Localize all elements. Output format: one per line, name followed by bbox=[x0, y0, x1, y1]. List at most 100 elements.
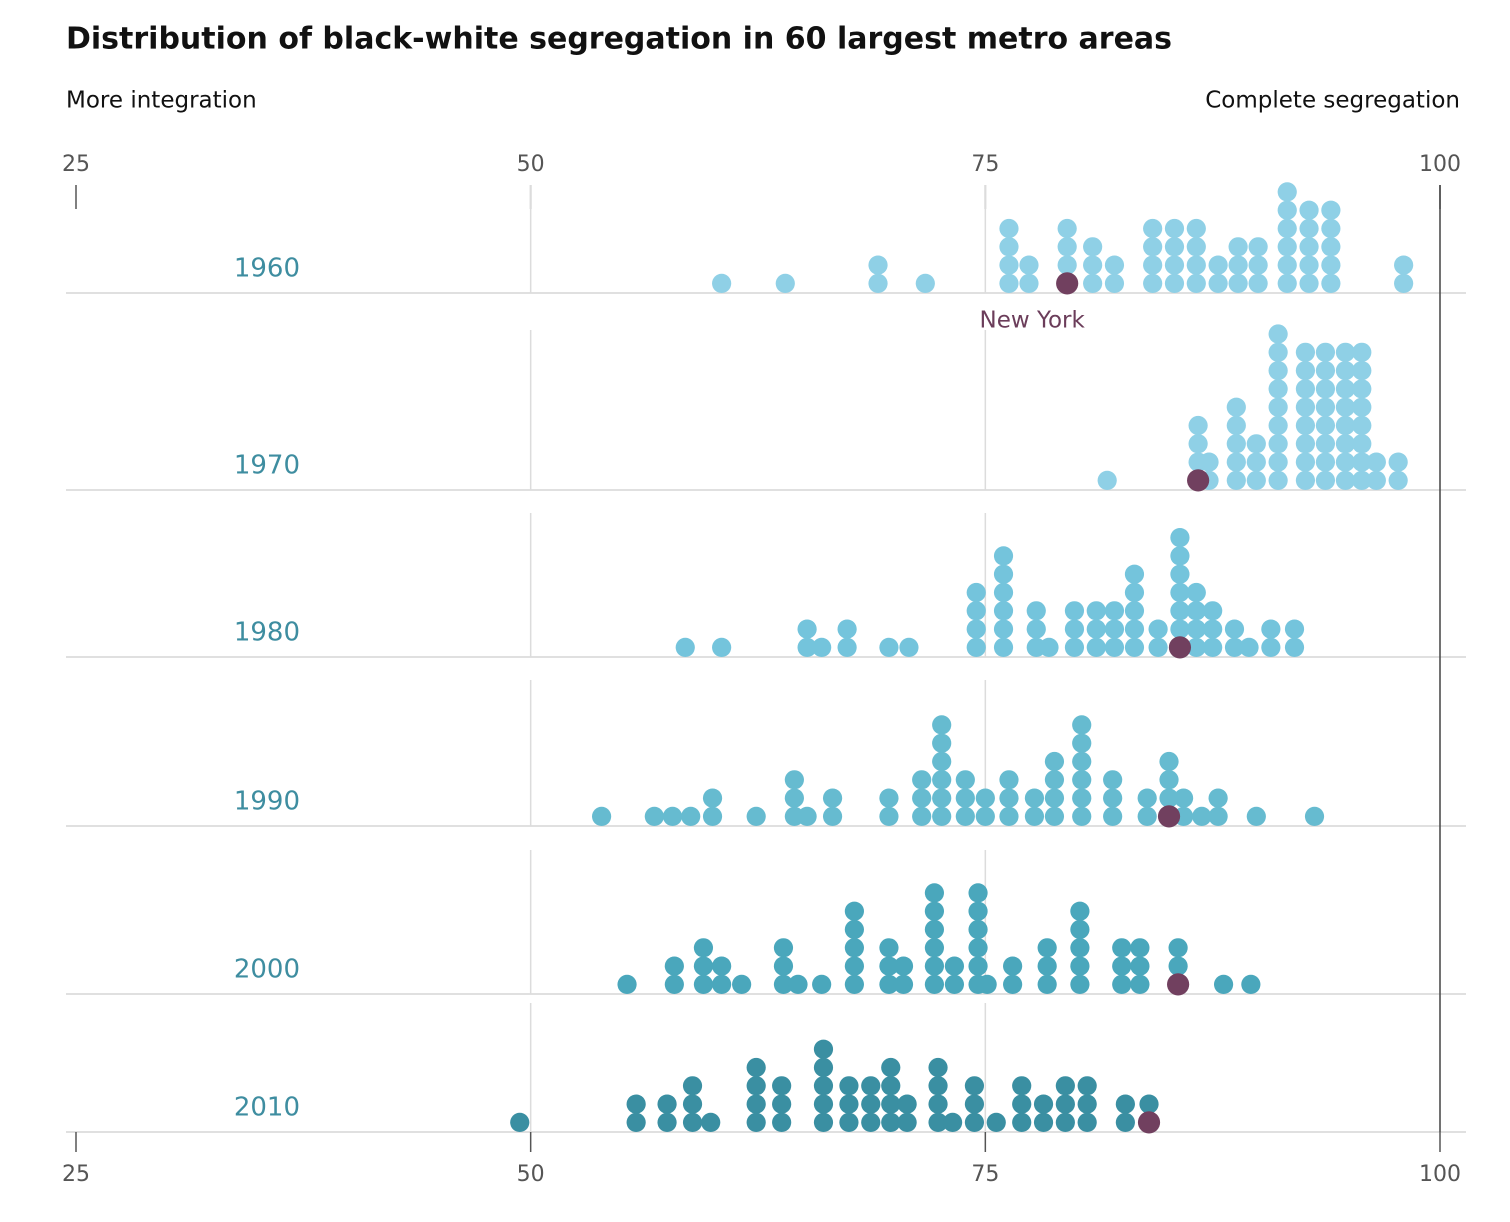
dot bbox=[1057, 218, 1077, 239]
dot bbox=[1335, 342, 1356, 362]
dot bbox=[1170, 528, 1190, 548]
dot bbox=[1137, 788, 1157, 808]
dot bbox=[1143, 237, 1163, 257]
dot bbox=[1186, 218, 1206, 239]
dot bbox=[1366, 470, 1386, 490]
dot bbox=[773, 938, 794, 958]
dot bbox=[1208, 255, 1228, 275]
dot bbox=[964, 1094, 985, 1114]
dot bbox=[1335, 470, 1356, 490]
dot bbox=[899, 637, 919, 658]
dot bbox=[975, 788, 995, 808]
highlight-dot bbox=[1056, 272, 1079, 295]
dot bbox=[986, 1112, 1006, 1132]
dot bbox=[1186, 601, 1206, 621]
dot bbox=[1352, 452, 1372, 472]
year-label: 1990 bbox=[234, 787, 300, 817]
dot bbox=[1352, 397, 1372, 417]
dot bbox=[1186, 255, 1206, 275]
dot bbox=[1115, 1112, 1135, 1132]
dot bbox=[1226, 434, 1246, 454]
dot bbox=[844, 974, 864, 995]
dot bbox=[1064, 619, 1085, 639]
dot bbox=[897, 1094, 917, 1114]
dot bbox=[999, 806, 1019, 827]
dot bbox=[1295, 361, 1316, 381]
dot bbox=[881, 1076, 901, 1096]
left-axis-label: More integration bbox=[66, 88, 257, 114]
dot bbox=[1321, 237, 1341, 257]
dot bbox=[1213, 974, 1234, 995]
dot bbox=[1268, 342, 1288, 362]
dot bbox=[775, 273, 795, 293]
dot bbox=[701, 1112, 721, 1132]
dot bbox=[702, 806, 723, 827]
dot bbox=[1239, 637, 1259, 658]
dot bbox=[1124, 619, 1145, 639]
dot bbox=[999, 770, 1019, 790]
dot bbox=[1072, 770, 1092, 790]
dot bbox=[1170, 601, 1190, 621]
dot bbox=[1104, 255, 1125, 275]
dot bbox=[964, 1076, 985, 1096]
dot bbox=[746, 1112, 766, 1132]
dot bbox=[924, 919, 945, 940]
dot bbox=[797, 637, 817, 658]
dot bbox=[1352, 415, 1372, 436]
chart-title: Distribution of black-white segregation … bbox=[66, 22, 1172, 57]
dot bbox=[1335, 434, 1356, 454]
dot bbox=[1268, 415, 1288, 436]
dot bbox=[897, 1112, 917, 1132]
dot bbox=[1335, 452, 1356, 472]
dot bbox=[1103, 770, 1123, 790]
dot bbox=[1295, 434, 1316, 454]
dot bbox=[912, 788, 932, 808]
dot bbox=[1268, 452, 1288, 472]
dot bbox=[1083, 273, 1103, 293]
dot bbox=[746, 1076, 766, 1096]
dot bbox=[924, 901, 945, 921]
dot bbox=[813, 1039, 834, 1059]
dot bbox=[1170, 546, 1190, 566]
dot bbox=[1130, 938, 1150, 958]
dot bbox=[1268, 361, 1288, 381]
dot bbox=[626, 1094, 646, 1114]
dot bbox=[1033, 1112, 1054, 1132]
dot bbox=[1224, 637, 1245, 658]
dot bbox=[968, 938, 988, 958]
dot bbox=[1104, 601, 1125, 621]
x-tick-label: 25 bbox=[62, 1162, 90, 1187]
dot bbox=[1112, 956, 1132, 976]
dot bbox=[844, 901, 864, 921]
dot bbox=[1388, 452, 1408, 472]
dot bbox=[1037, 956, 1057, 976]
dot bbox=[1224, 619, 1245, 639]
dot bbox=[968, 956, 988, 976]
dot bbox=[784, 770, 804, 790]
dot bbox=[932, 733, 952, 753]
dot bbox=[1352, 361, 1372, 381]
year-label: 2010 bbox=[234, 1093, 300, 1123]
dot bbox=[626, 1112, 646, 1132]
highlight-dot bbox=[1187, 469, 1210, 492]
dot bbox=[1315, 415, 1336, 436]
dot bbox=[1164, 273, 1185, 293]
dot bbox=[812, 637, 832, 658]
dot bbox=[868, 255, 888, 275]
dot bbox=[1173, 788, 1194, 808]
dot bbox=[1295, 415, 1316, 436]
dot bbox=[942, 1112, 963, 1132]
dot bbox=[1268, 470, 1288, 490]
dot bbox=[1394, 273, 1414, 293]
dot bbox=[682, 1076, 703, 1096]
dot bbox=[1039, 637, 1059, 658]
dot bbox=[1284, 637, 1305, 658]
dot bbox=[1164, 237, 1185, 257]
dot bbox=[1335, 379, 1356, 399]
dot bbox=[1186, 582, 1206, 603]
dot bbox=[1203, 601, 1223, 621]
dot bbox=[681, 806, 701, 827]
dot bbox=[1248, 237, 1268, 257]
dot bbox=[1277, 237, 1297, 257]
